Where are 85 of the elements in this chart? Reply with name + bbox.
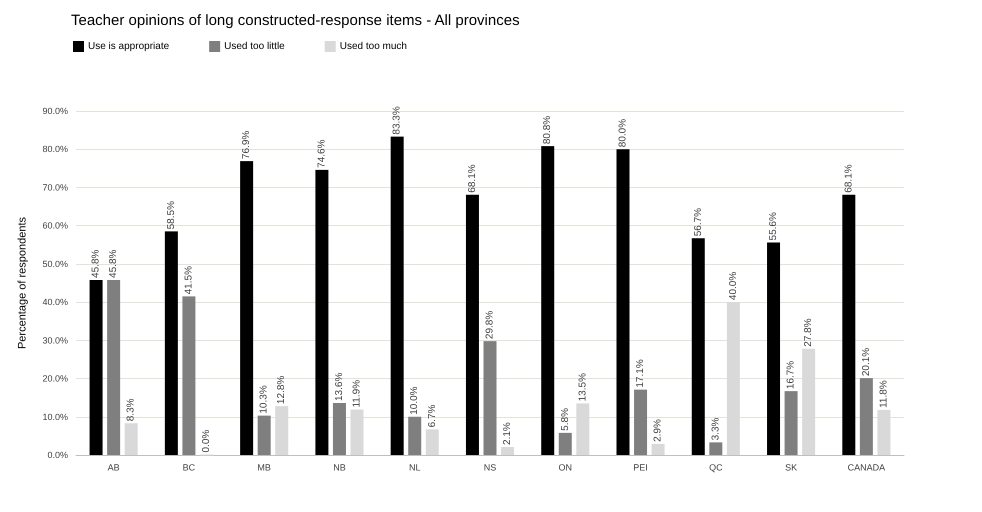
y-tick-label: 10.0%: [42, 412, 68, 422]
y-tick-label: 0.0%: [47, 450, 68, 460]
data-label: 29.8%: [484, 310, 496, 340]
data-label: 11.8%: [878, 380, 890, 408]
data-label: 56.7%: [692, 208, 704, 236]
bar: [784, 391, 798, 455]
bar: [315, 170, 328, 455]
bar: [501, 446, 514, 455]
bar: [258, 416, 271, 455]
bar: [408, 416, 422, 455]
chart-title: Teacher opinions of long constructed-response items - All provinces: [71, 12, 520, 29]
data-label: 13.5%: [577, 372, 588, 402]
x-tick-label: NB: [333, 462, 346, 472]
data-label: 17.1%: [635, 359, 646, 388]
bar: [332, 403, 346, 455]
y-tick-label: 90.0%: [42, 106, 68, 116]
bar: [616, 149, 630, 455]
x-tick-label: NS: [484, 462, 496, 472]
data-label: 40.0%: [728, 272, 739, 300]
x-tick-label: SK: [785, 462, 798, 472]
data-label: 11.9%: [352, 380, 363, 408]
data-label: 20.1%: [860, 348, 872, 376]
legend-label: Used too little: [224, 41, 286, 52]
data-label: 10.3%: [258, 385, 270, 414]
data-label: 2.1%: [502, 422, 514, 445]
data-label: 68.1%: [466, 164, 478, 193]
bar: [634, 390, 648, 455]
x-tick-label: QC: [709, 462, 724, 472]
bar: [767, 242, 780, 455]
data-label: 16.7%: [786, 360, 797, 390]
x-tick-label: BC: [182, 462, 196, 472]
data-label: 55.6%: [768, 212, 780, 240]
bar: [124, 423, 138, 455]
bar: [692, 238, 705, 455]
bar: [426, 429, 439, 455]
data-label: 80.8%: [542, 116, 554, 144]
data-label: 74.6%: [316, 139, 328, 168]
bar: [709, 442, 722, 455]
y-axis-title: Percentage of respondents: [16, 216, 28, 350]
y-tick-label: 70.0%: [42, 182, 68, 192]
bar: [107, 280, 120, 455]
data-label: 45.8%: [90, 249, 102, 278]
legend-label: Used too much: [340, 41, 408, 52]
data-label: 13.6%: [334, 372, 345, 402]
data-label: 27.8%: [803, 318, 814, 347]
x-tick-label: NL: [408, 462, 420, 472]
x-tick-label: CANADA: [848, 462, 886, 472]
bar: [541, 146, 554, 455]
bar: [240, 161, 254, 455]
bar: [182, 296, 196, 455]
y-tick-label: 40.0%: [42, 297, 68, 308]
x-tick-label: ON: [558, 462, 572, 472]
bar: [90, 280, 103, 455]
data-label: 12.8%: [276, 376, 288, 404]
bar: [466, 194, 479, 455]
data-label: 45.8%: [108, 249, 120, 278]
y-tick-label: 80.0%: [42, 144, 68, 154]
data-label: 3.3%: [710, 417, 722, 440]
y-tick-label: 30.0%: [42, 335, 68, 346]
x-tick-label: PEI: [633, 462, 648, 472]
data-label: 83.3%: [392, 106, 403, 135]
data-label: 5.8%: [560, 408, 571, 431]
x-tick-label: AB: [108, 462, 120, 472]
bar: [164, 231, 178, 455]
bar: [558, 432, 572, 455]
legend-label: Use is appropriate: [88, 41, 170, 52]
data-label: 8.3%: [126, 398, 137, 422]
data-label: 2.9%: [652, 419, 664, 442]
bar: [842, 194, 856, 455]
data-label: 80.0%: [617, 118, 628, 148]
data-label: 0.0%: [200, 430, 212, 452]
bar: [484, 341, 496, 455]
y-tick-label: 60.0%: [42, 220, 68, 231]
bar: [860, 378, 873, 455]
data-label: 58.5%: [166, 200, 177, 230]
y-tick-label: 50.0%: [42, 258, 68, 269]
data-label: 10.0%: [409, 386, 420, 415]
bar: [652, 444, 665, 455]
data-label: 68.1%: [843, 164, 854, 193]
bar: [390, 136, 404, 455]
data-label: 76.9%: [241, 130, 252, 160]
x-tick-label: MB: [257, 462, 271, 472]
data-label: 41.5%: [183, 266, 194, 294]
data-label: 6.7%: [426, 404, 438, 428]
y-tick-label: 20.0%: [42, 374, 68, 384]
